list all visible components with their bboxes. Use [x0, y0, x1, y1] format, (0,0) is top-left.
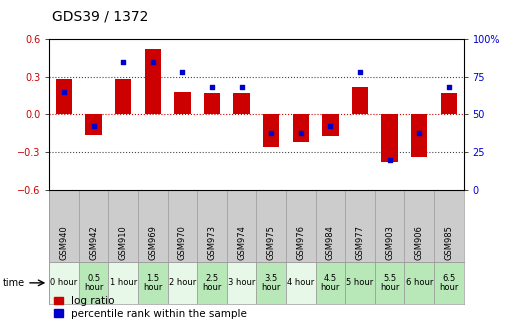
Text: GSM977: GSM977 [355, 225, 365, 260]
Text: time: time [3, 278, 25, 288]
Bar [197, 262, 227, 304]
Point [119, 59, 127, 64]
Point [208, 85, 216, 90]
Text: GSM942: GSM942 [89, 225, 98, 260]
Bar [174, 92, 191, 114]
Bar [145, 49, 161, 114]
Text: 0 hour: 0 hour [50, 278, 78, 287]
Point [444, 85, 453, 90]
Bar [434, 262, 464, 304]
Point [60, 89, 68, 95]
Text: GSM970: GSM970 [178, 225, 187, 260]
Bar [168, 262, 197, 304]
Text: 4 hour: 4 hour [287, 278, 314, 287]
Bar [85, 114, 102, 134]
Bar [256, 262, 286, 304]
Text: 3 hour: 3 hour [228, 278, 255, 287]
Text: GSM969: GSM969 [148, 225, 157, 260]
Bar [322, 114, 339, 136]
Bar [381, 114, 398, 162]
Bar [108, 262, 138, 304]
Text: 4.5
hour: 4.5 hour [321, 273, 340, 292]
Point [356, 70, 364, 75]
Point [90, 124, 98, 129]
Text: GSM984: GSM984 [326, 225, 335, 260]
Bar [263, 114, 279, 147]
Text: GSM985: GSM985 [444, 225, 453, 260]
Text: 5.5
hour: 5.5 hour [380, 273, 399, 292]
Bar [204, 93, 220, 114]
Point [149, 59, 157, 64]
Bar [375, 262, 405, 304]
Text: GSM903: GSM903 [385, 225, 394, 260]
Text: GSM974: GSM974 [237, 225, 246, 260]
Text: 6.5
hour: 6.5 hour [439, 273, 458, 292]
Point [385, 157, 394, 162]
Point [415, 130, 423, 135]
Text: 2.5
hour: 2.5 hour [203, 273, 222, 292]
Bar [227, 262, 256, 304]
Text: GDS39 / 1372: GDS39 / 1372 [52, 10, 148, 24]
Bar [441, 93, 457, 114]
Bar [293, 114, 309, 142]
Text: GSM973: GSM973 [208, 225, 217, 260]
Text: 3.5
hour: 3.5 hour [262, 273, 281, 292]
Bar [405, 262, 434, 304]
Legend: log ratio, percentile rank within the sample: log ratio, percentile rank within the sa… [54, 297, 247, 318]
Text: 1.5
hour: 1.5 hour [143, 273, 163, 292]
Bar [79, 262, 108, 304]
Point [326, 124, 335, 129]
Point [178, 70, 186, 75]
Text: GSM975: GSM975 [267, 225, 276, 260]
Point [237, 85, 246, 90]
Point [267, 130, 276, 135]
Text: GSM910: GSM910 [119, 225, 128, 260]
Text: 6 hour: 6 hour [406, 278, 433, 287]
Text: GSM976: GSM976 [296, 225, 305, 260]
Bar [49, 262, 79, 304]
Bar [286, 262, 315, 304]
Text: 0.5
hour: 0.5 hour [84, 273, 103, 292]
Bar [56, 79, 72, 114]
Text: GSM940: GSM940 [60, 225, 68, 260]
Bar [411, 114, 427, 157]
Bar [345, 262, 375, 304]
Bar [234, 93, 250, 114]
Text: 2 hour: 2 hour [169, 278, 196, 287]
Text: 5 hour: 5 hour [347, 278, 373, 287]
Bar [352, 87, 368, 114]
Bar [315, 262, 345, 304]
Point [297, 130, 305, 135]
Bar [115, 79, 132, 114]
Text: GSM906: GSM906 [415, 225, 424, 260]
Text: 1 hour: 1 hour [110, 278, 137, 287]
Bar [138, 262, 168, 304]
